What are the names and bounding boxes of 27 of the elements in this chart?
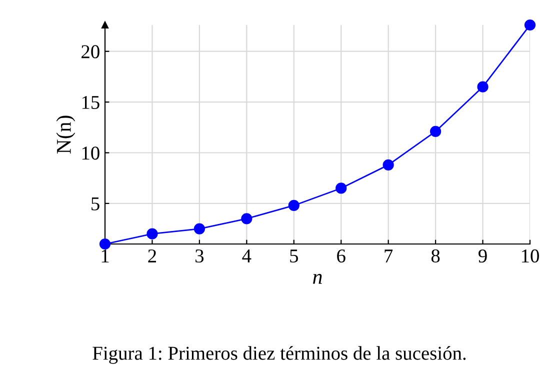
x-axis-title: n xyxy=(313,274,322,284)
x-tick-label: 8 xyxy=(431,249,440,263)
y-tick-label: 15 xyxy=(82,96,100,109)
point xyxy=(477,81,488,92)
x-tick-label: 7 xyxy=(384,250,393,262)
point xyxy=(99,238,111,250)
text: Figura 1: Primeros diez términos de la sucesión. xyxy=(92,346,466,364)
y-tick-label: 10 xyxy=(82,146,100,160)
x-tick-label: 3 xyxy=(196,249,204,263)
y-axis-title: N(n) xyxy=(56,116,76,154)
x-tick-label: 4 xyxy=(242,250,252,262)
point xyxy=(146,228,158,240)
x-tick-label: 10 xyxy=(522,249,539,263)
x-tick-label: 2 xyxy=(148,249,156,262)
x-tick-label: 6 xyxy=(337,249,346,263)
point xyxy=(241,213,252,224)
y-tick-label: 20 xyxy=(82,45,100,58)
x-tick-label: 5 xyxy=(290,250,298,263)
x-tick-label: 1 xyxy=(102,250,109,262)
x-tick-label: 9 xyxy=(478,249,487,263)
point xyxy=(288,200,300,212)
y-tick-label: 5 xyxy=(92,197,100,210)
point xyxy=(336,182,347,194)
point xyxy=(382,159,394,170)
point xyxy=(430,126,442,138)
point xyxy=(524,19,536,31)
point xyxy=(194,223,205,234)
